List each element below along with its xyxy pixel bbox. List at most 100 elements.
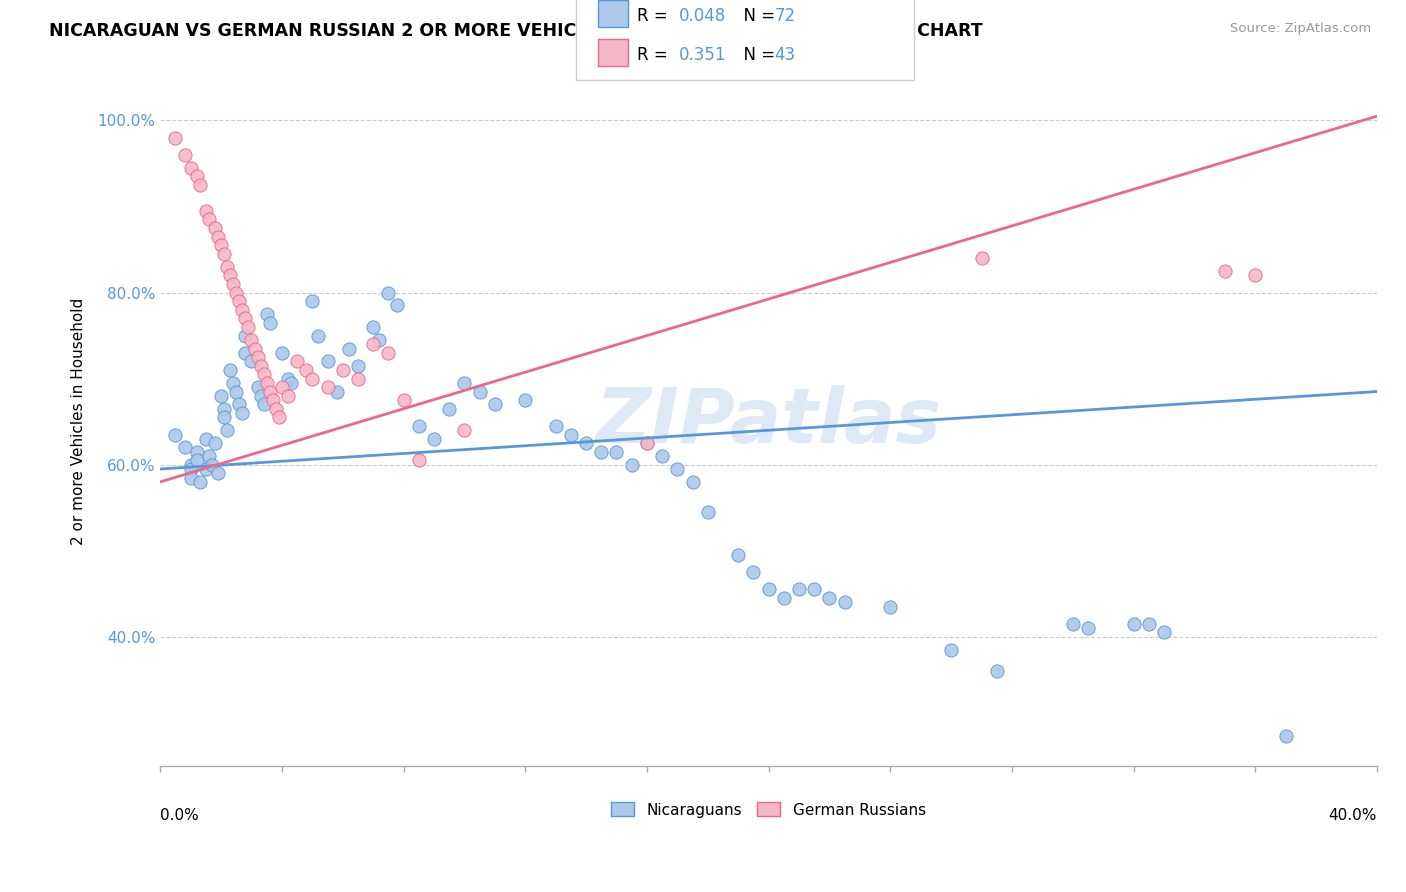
Point [194,203,217,218]
Point [337,342,360,356]
Point [666,462,689,476]
Point [204,221,226,235]
Point [742,566,765,580]
Point [1062,616,1084,631]
Point [259,316,281,330]
Point [212,247,235,261]
Point [246,380,269,394]
Point [217,260,239,274]
Point [259,384,281,399]
Point [165,130,187,145]
Point [225,285,247,300]
Point [1137,616,1160,631]
Point [186,444,208,458]
Point [636,436,658,450]
Point [264,401,287,416]
Point [207,467,229,481]
Point [180,462,202,476]
Point [270,346,292,360]
Point [377,346,399,360]
Point [368,333,391,347]
Point [682,475,704,489]
Y-axis label: 2 or more Vehicles in Household: 2 or more Vehicles in Household [72,298,86,545]
Point [879,599,901,614]
Point [818,591,841,605]
Text: 43: 43 [775,46,796,64]
Point [970,251,993,265]
Text: R =: R = [637,46,673,64]
Point [186,453,208,467]
Point [209,389,232,403]
Point [277,371,299,385]
Text: 0.048: 0.048 [679,7,727,25]
Point [1213,264,1236,278]
Point [194,432,217,446]
Point [222,277,245,291]
Point [165,427,187,442]
Point [198,212,221,227]
Point [387,298,409,312]
Point [515,393,537,408]
Point [787,582,810,597]
Point [986,664,1008,678]
Point [173,441,195,455]
Point [591,444,613,458]
Point [209,238,232,252]
Point [240,354,263,368]
Point [1244,268,1267,283]
Point [285,354,308,368]
Point [238,320,260,334]
Point [217,423,239,437]
Point [316,354,339,368]
Point [225,384,247,399]
Point [228,397,250,411]
Point [1153,625,1175,640]
Point [262,393,284,408]
Point [235,328,257,343]
Point [377,285,399,300]
Text: 40.0%: 40.0% [1329,807,1376,822]
Point [256,376,278,390]
Point [240,333,263,347]
Text: R =: R = [637,7,673,25]
Text: 0.351: 0.351 [679,46,727,64]
Point [212,401,235,416]
Point [180,470,202,484]
Point [758,582,780,597]
Point [1274,729,1296,743]
Point [180,458,202,472]
Point [222,376,245,390]
Point [186,169,208,184]
Point [361,320,384,334]
Point [696,505,718,519]
Point [256,307,278,321]
Point [437,401,460,416]
Point [231,406,253,420]
Point [249,359,271,373]
Point [228,294,250,309]
Text: Source: ZipAtlas.com: Source: ZipAtlas.com [1230,22,1371,36]
Point [575,436,598,450]
Point [325,384,347,399]
Point [453,376,475,390]
Point [834,595,856,609]
Point [207,229,229,244]
Point [636,436,658,450]
Point [772,591,794,605]
Point [347,371,370,385]
Point [253,368,276,382]
Point [219,268,242,283]
Point [560,427,582,442]
Point [194,462,217,476]
Point [201,458,224,472]
Text: N =: N = [733,7,780,25]
Point [803,582,825,597]
Point [204,436,226,450]
Point [620,458,643,472]
Point [219,363,242,377]
Point [1077,621,1099,635]
Point [249,389,271,403]
Point [544,419,567,434]
Point [651,449,673,463]
Text: 0.0%: 0.0% [160,807,200,822]
